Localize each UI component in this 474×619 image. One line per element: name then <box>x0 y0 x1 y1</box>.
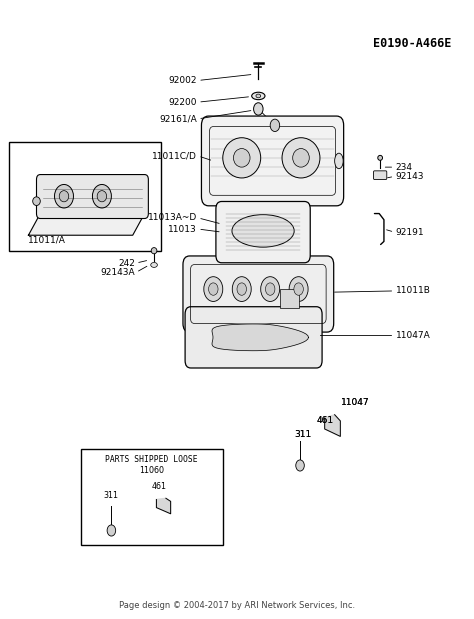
FancyBboxPatch shape <box>216 202 310 262</box>
Text: 92143A: 92143A <box>100 268 135 277</box>
Polygon shape <box>212 324 309 351</box>
Text: 311: 311 <box>104 490 119 500</box>
Text: 11011/A: 11011/A <box>27 236 65 245</box>
Circle shape <box>209 283 218 295</box>
Ellipse shape <box>378 155 383 160</box>
Circle shape <box>237 283 246 295</box>
Ellipse shape <box>92 184 111 208</box>
Ellipse shape <box>252 92 265 100</box>
Ellipse shape <box>335 153 343 168</box>
Ellipse shape <box>55 184 73 208</box>
Text: 11013: 11013 <box>168 225 197 233</box>
Text: 311: 311 <box>294 430 311 439</box>
Ellipse shape <box>59 191 69 202</box>
Circle shape <box>261 277 280 301</box>
Bar <box>280 289 299 308</box>
Bar <box>81 449 223 545</box>
Circle shape <box>289 277 308 301</box>
Text: 92191: 92191 <box>396 228 424 236</box>
Ellipse shape <box>151 248 157 254</box>
Circle shape <box>254 103 263 115</box>
FancyBboxPatch shape <box>183 256 334 332</box>
Bar <box>9 142 161 251</box>
Polygon shape <box>325 415 340 436</box>
Ellipse shape <box>223 137 261 178</box>
Ellipse shape <box>256 94 261 98</box>
Text: 461: 461 <box>151 482 166 491</box>
Text: 461: 461 <box>317 417 334 425</box>
FancyBboxPatch shape <box>185 306 322 368</box>
Ellipse shape <box>233 149 250 167</box>
Text: E0190-A466E: E0190-A466E <box>373 37 452 50</box>
FancyBboxPatch shape <box>36 175 148 219</box>
Text: 11060: 11060 <box>139 466 164 475</box>
Ellipse shape <box>232 215 294 247</box>
Text: 11047: 11047 <box>341 398 370 407</box>
Circle shape <box>204 277 223 301</box>
Circle shape <box>296 460 304 471</box>
Text: 234: 234 <box>396 163 413 171</box>
Circle shape <box>265 283 275 295</box>
Ellipse shape <box>33 197 40 206</box>
Text: 311: 311 <box>294 430 311 439</box>
FancyBboxPatch shape <box>201 116 344 206</box>
Text: 461: 461 <box>317 417 334 425</box>
Circle shape <box>232 277 251 301</box>
Ellipse shape <box>151 262 157 267</box>
Text: 11011C/D: 11011C/D <box>152 152 197 160</box>
Text: 92200: 92200 <box>168 98 197 106</box>
Text: 92161/A: 92161/A <box>159 115 197 123</box>
Text: 242: 242 <box>118 259 135 267</box>
Circle shape <box>270 119 280 132</box>
Text: PARTS SHIPPED LOOSE: PARTS SHIPPED LOOSE <box>105 456 198 464</box>
Text: 11013A~D: 11013A~D <box>147 214 197 222</box>
FancyBboxPatch shape <box>374 171 387 180</box>
Text: 92002: 92002 <box>168 76 197 85</box>
Ellipse shape <box>292 149 309 167</box>
Ellipse shape <box>282 137 320 178</box>
Polygon shape <box>28 214 145 235</box>
Text: 92143: 92143 <box>396 172 424 181</box>
Text: 11047A: 11047A <box>396 331 430 340</box>
Text: 11047: 11047 <box>341 398 370 407</box>
Circle shape <box>294 283 303 295</box>
Circle shape <box>107 525 116 536</box>
Polygon shape <box>156 498 171 514</box>
Text: Page design © 2004-2017 by ARI Network Services, Inc.: Page design © 2004-2017 by ARI Network S… <box>119 601 355 610</box>
Text: 11011B: 11011B <box>396 287 431 295</box>
Ellipse shape <box>97 191 107 202</box>
